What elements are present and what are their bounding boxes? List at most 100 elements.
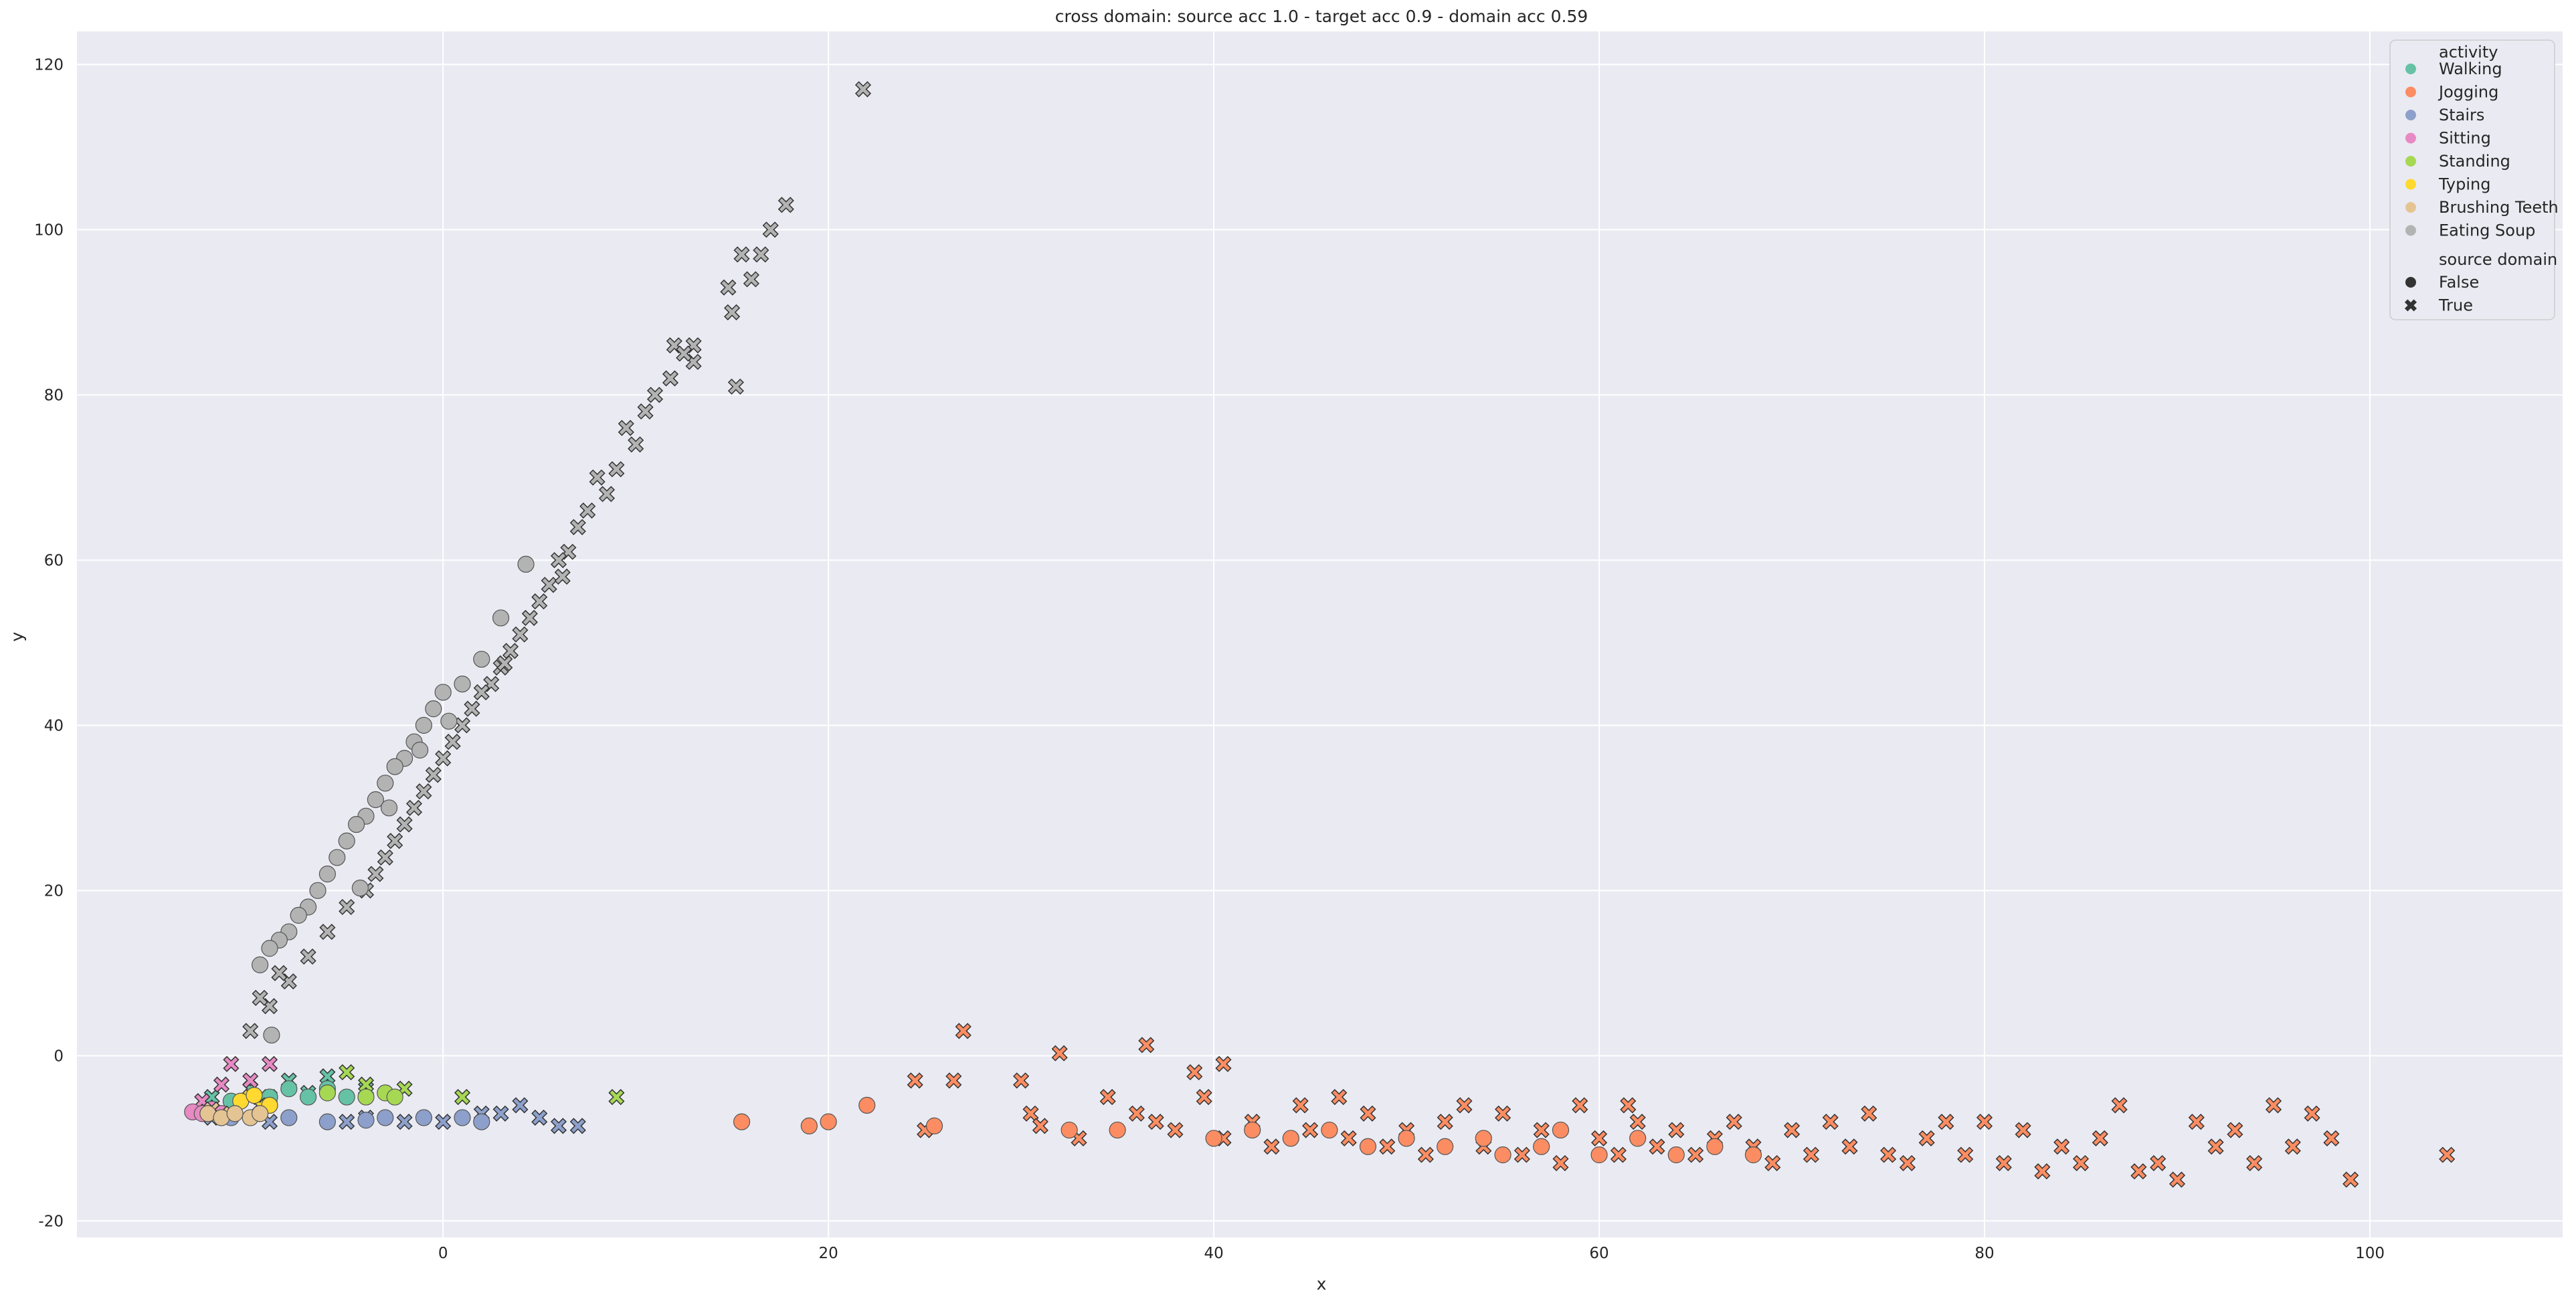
y-axis-label: y <box>7 631 27 641</box>
point-jogging-target <box>1061 1121 1078 1139</box>
point-eating-soup-source <box>473 684 490 700</box>
point-jogging-target <box>1667 1146 1685 1164</box>
legend-label-domain-true: True <box>2438 296 2473 315</box>
point-eating-soup-source <box>435 750 452 767</box>
point-eating-soup-target <box>329 849 346 866</box>
point-eating-soup-source <box>628 436 644 453</box>
point-eating-soup-source <box>727 378 744 395</box>
point-eating-soup-target <box>440 712 458 730</box>
legend-marker-standing <box>2405 156 2416 167</box>
point-jogging-source <box>1513 1146 1530 1163</box>
point-jogging-target <box>1398 1130 1415 1147</box>
point-stairs-source <box>550 1118 567 1134</box>
point-sitting-source <box>261 1056 278 1072</box>
point-eating-soup-target <box>338 832 355 849</box>
point-jogging-source <box>1803 1146 1819 1163</box>
point-eating-soup-source <box>300 948 316 965</box>
point-eating-soup-source <box>608 461 625 478</box>
point-eating-soup-source <box>743 271 759 288</box>
x-tick-labels: 0 20 40 60 80 100 <box>438 1245 2385 1262</box>
point-jogging-source <box>1572 1097 1588 1114</box>
point-eating-soup-source <box>512 626 529 643</box>
legend-label-typing: Typing <box>2438 175 2490 194</box>
point-jogging-source <box>2188 1114 2205 1130</box>
point-eating-soup-source <box>550 552 567 569</box>
point-eating-soup-target <box>377 775 394 792</box>
legend-label-domain-false: False <box>2439 273 2479 292</box>
legend-label-eating-soup: Eating Soup <box>2439 221 2535 240</box>
point-eating-soup-target <box>380 799 398 817</box>
point-stairs-target <box>377 1109 394 1126</box>
legend-marker-stairs <box>2405 110 2416 120</box>
point-jogging-source <box>1263 1138 1280 1155</box>
data-points <box>184 81 2456 1188</box>
point-eating-soup-target <box>290 906 307 924</box>
y-tick-label: 20 <box>44 882 64 900</box>
point-jogging-target <box>1494 1146 1511 1164</box>
point-stairs-target <box>318 1113 336 1130</box>
point-stairs-target <box>473 1113 490 1130</box>
point-eating-soup-source <box>618 419 634 436</box>
point-jogging-source <box>1995 1155 2012 1171</box>
chart-title: cross domain: source acc 1.0 - target ac… <box>1055 7 1588 26</box>
point-eating-soup-source <box>724 304 741 320</box>
point-standing-target <box>318 1084 336 1102</box>
point-jogging-source <box>1167 1122 1184 1138</box>
point-jogging-target <box>800 1117 818 1134</box>
point-jogging-source <box>1841 1138 1858 1155</box>
point-jogging-source <box>1610 1146 1627 1163</box>
point-brushing-teeth-target <box>226 1105 244 1122</box>
point-jogging-source <box>1938 1114 1954 1130</box>
y-tick-label: 40 <box>44 717 64 734</box>
legend: activity Walking Jogging Stairs Sitting Stan… <box>2389 39 2559 320</box>
point-eating-soup-source <box>339 898 355 916</box>
point-jogging-source <box>2111 1097 2128 1114</box>
legend-domain-entries: False True <box>2404 273 2479 315</box>
point-eating-soup-target <box>263 1026 280 1044</box>
point-jogging-source <box>2034 1163 2051 1180</box>
point-jogging-target <box>1744 1146 1762 1164</box>
point-eating-soup-source <box>405 799 423 816</box>
point-eating-soup-source <box>646 387 664 403</box>
point-eating-soup-target <box>347 815 365 833</box>
point-jogging-target <box>1629 1130 1647 1147</box>
x-axis-label: x <box>1317 1274 1327 1294</box>
point-stairs-source <box>512 1097 529 1114</box>
point-jogging-source <box>2207 1138 2224 1155</box>
point-jogging-source <box>1880 1146 1897 1163</box>
point-eating-soup-source <box>502 643 519 660</box>
point-jogging-source <box>1215 1056 1232 1072</box>
point-eating-soup-source <box>541 577 557 593</box>
point-jogging-source <box>1495 1105 1511 1122</box>
point-jogging-source <box>1032 1118 1048 1134</box>
point-eating-soup-target <box>367 791 384 809</box>
point-jogging-target <box>1437 1138 1454 1155</box>
point-eating-soup-target <box>434 684 452 701</box>
point-eating-soup-target <box>454 675 471 693</box>
point-jogging-target <box>1533 1138 1550 1155</box>
point-jogging-source <box>2053 1138 2070 1155</box>
point-eating-soup-source <box>733 246 750 263</box>
point-jogging-source <box>2342 1171 2359 1188</box>
x-tick-label: 20 <box>818 1245 838 1262</box>
point-stairs-target <box>280 1109 298 1126</box>
point-jogging-source <box>1784 1122 1801 1138</box>
point-eating-soup-target <box>425 700 442 718</box>
point-eating-soup-source <box>396 816 413 833</box>
point-eating-soup-source <box>777 197 794 213</box>
point-eating-soup-source <box>425 767 442 783</box>
point-eating-soup-source <box>319 924 336 940</box>
point-jogging-target <box>1282 1130 1299 1147</box>
point-jogging-source <box>1976 1114 1993 1130</box>
point-eating-soup-target <box>261 940 278 957</box>
point-jogging-target <box>1244 1121 1261 1139</box>
point-jogging-source <box>1186 1064 1203 1081</box>
point-eating-soup-source <box>416 783 432 800</box>
point-jogging-source <box>945 1072 962 1089</box>
point-eating-soup-target <box>492 609 510 627</box>
point-standing-source <box>454 1089 471 1106</box>
x-gridlines <box>442 31 2371 1237</box>
point-jogging-source <box>1379 1138 1396 1155</box>
y-tick-labels: -20 0 20 40 60 80 100 120 <box>34 56 64 1230</box>
point-jogging-source <box>955 1023 972 1039</box>
